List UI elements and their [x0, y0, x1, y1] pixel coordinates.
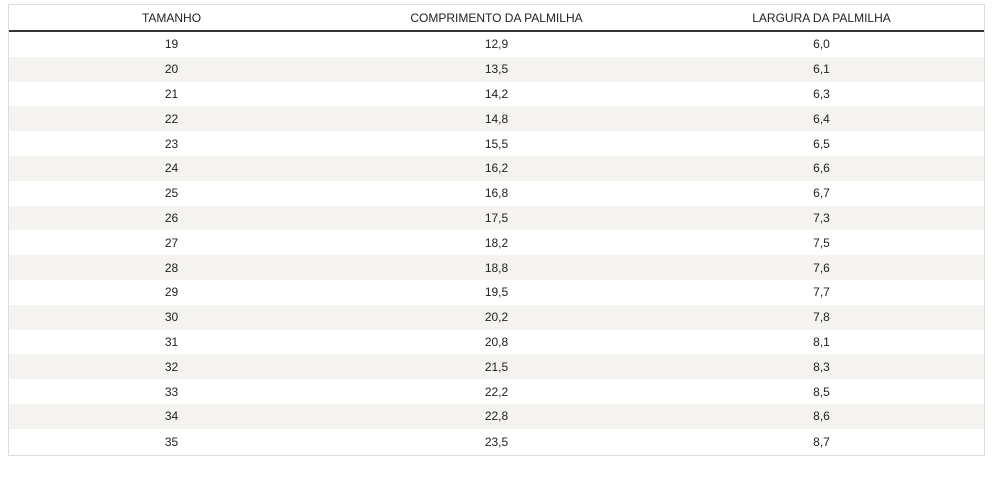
table-cell: 32 — [9, 354, 334, 380]
table-row: 23 15,5 6,5 — [9, 131, 984, 156]
table-cell: 8,1 — [813, 334, 830, 349]
table-cell: 33 — [164, 384, 179, 399]
table-cell: 6,4 — [659, 106, 984, 132]
table: TAMANHO COMPRIMENTO DA PALMILHA LARGURA DA… — [9, 5, 984, 455]
table-cell: 22 — [9, 106, 334, 132]
table-cell: 19 — [164, 37, 179, 52]
table-cell: 31 — [164, 334, 179, 349]
table-cell: 19,5 — [484, 285, 509, 300]
table-row: 22 14,8 6,4 — [9, 106, 984, 132]
table-cell: 14,8 — [334, 106, 659, 132]
header-cell: LARGURA DA PALMILHA — [659, 5, 984, 32]
table-row: 34 22,8 8,6 — [9, 403, 984, 429]
header-cell: TAMANHO — [9, 5, 334, 32]
table-cell: 29 — [164, 285, 179, 300]
table-cell: 8,6 — [659, 403, 984, 429]
table-row: 29 19,5 7,7 — [9, 280, 984, 305]
table-cell: 7,5 — [813, 235, 830, 250]
table-cell: 20,8 — [484, 334, 509, 349]
table-cell: 16,8 — [484, 186, 509, 201]
table-row: 26 17,5 7,3 — [9, 205, 984, 231]
table-cell: 28 — [9, 255, 334, 280]
table-cell: 8,7 — [813, 434, 830, 449]
table-cell: 18,8 — [334, 255, 659, 280]
table-cell: 18,2 — [484, 235, 509, 250]
table-cell: 15,5 — [484, 136, 509, 151]
table-cell: 6,0 — [813, 37, 830, 52]
table-cell: 6,7 — [813, 186, 830, 201]
table-cell: 22,2 — [484, 384, 509, 399]
header-row: TAMANHO COMPRIMENTO DA PALMILHA LARGURA DA… — [9, 5, 984, 32]
table-cell: 17,5 — [334, 205, 659, 231]
table-cell: 6,1 — [659, 56, 984, 82]
table-cell: 25 — [164, 186, 179, 201]
header-cell: COMPRIMENTO DA PALMILHA — [334, 5, 659, 32]
table-cell: 24 — [9, 155, 334, 181]
table-row: 30 20,2 7,8 — [9, 304, 984, 330]
table-cell: 35 — [164, 434, 179, 449]
table-cell: 14,2 — [484, 86, 509, 101]
table-cell: 23,5 — [484, 434, 509, 449]
table-cell: 27 — [164, 235, 179, 250]
table-row: 32 21,5 8,3 — [9, 354, 984, 380]
table-row: 19 12,9 6,0 — [9, 31, 984, 57]
table-cell: 7,7 — [813, 285, 830, 300]
table-row: 20 13,5 6,1 — [9, 56, 984, 82]
table-body: 19 12,9 6,0 20 13,5 6,1 21 14,2 6,3 22 14,8 6,4 23 15… — [9, 31, 984, 455]
table-cell: 13,5 — [334, 56, 659, 82]
table-cell: 7,6 — [659, 255, 984, 280]
table-cell: 26 — [9, 205, 334, 231]
table-cell: 7,3 — [659, 205, 984, 231]
table-cell: 8,5 — [813, 384, 830, 399]
table-cell: 12,9 — [484, 37, 509, 52]
table-cell: 21,5 — [334, 354, 659, 380]
table-row: 21 14,2 6,3 — [9, 82, 984, 107]
table-row: 33 22,2 8,5 — [9, 379, 984, 404]
table-cell: 16,2 — [334, 155, 659, 181]
table-cell: 30 — [9, 304, 334, 330]
table-row: 31 20,8 8,1 — [9, 330, 984, 355]
table-cell: 7,8 — [659, 304, 984, 330]
table-cell: 6,6 — [659, 155, 984, 181]
table-cell: 20 — [9, 56, 334, 82]
table-cell: 6,3 — [813, 86, 830, 101]
table-row: 35 23,5 8,7 — [9, 429, 984, 455]
table-cell: 34 — [9, 403, 334, 429]
size-table: TAMANHO COMPRIMENTO DA PALMILHA LARGURA DA… — [8, 4, 985, 456]
table-row: 24 16,2 6,6 — [9, 155, 984, 181]
table-cell: 20,2 — [334, 304, 659, 330]
table-row: 27 18,2 7,5 — [9, 230, 984, 255]
table-cell: 6,5 — [813, 136, 830, 151]
table-cell: 21 — [164, 86, 179, 101]
table-cell: 8,3 — [659, 354, 984, 380]
table-cell: 23 — [164, 136, 179, 151]
table-cell: 22,8 — [334, 403, 659, 429]
table-row: 25 16,8 6,7 — [9, 181, 984, 206]
table-row: 28 18,8 7,6 — [9, 255, 984, 280]
